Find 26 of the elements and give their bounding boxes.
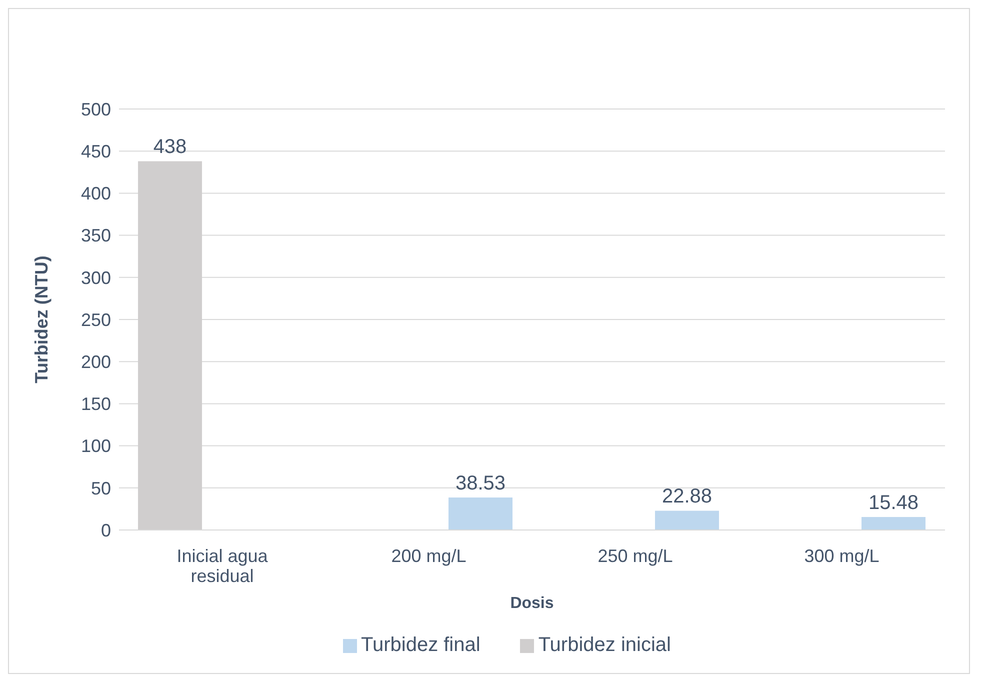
y-tick-label: 350 (80, 226, 111, 246)
y-tick-label: 400 (80, 184, 111, 204)
y-tick-label: 150 (80, 394, 111, 414)
x-tick-label: 300 mg/L (804, 546, 880, 566)
data-label: 22.88 (662, 486, 712, 508)
x-tick-label: 200 mg/L (391, 546, 466, 566)
bar (655, 510, 719, 530)
data-label: 438 (153, 136, 187, 158)
x-axis-title: Dosis (510, 595, 554, 612)
y-axis-title: Turbidez (NTU) (31, 256, 52, 384)
y-tick-label: 100 (80, 436, 111, 456)
y-tick-label: 500 (80, 99, 111, 120)
data-label: 15.48 (868, 492, 919, 514)
x-tick-label: Inicial agua residual (176, 546, 269, 586)
y-tick-label: 300 (80, 268, 111, 288)
y-tick-label: 450 (80, 141, 111, 162)
x-tick-label: 250 mg/L (598, 546, 673, 566)
bar (862, 516, 926, 530)
data-label: 38.53 (455, 472, 506, 495)
y-tick-label: 50 (90, 478, 111, 498)
y-tick-label: 250 (80, 310, 111, 330)
legend-label: Turbidez inicial (538, 634, 671, 656)
bar (448, 498, 512, 530)
y-tick-label: 0 (100, 520, 111, 540)
y-tick-label: 200 (80, 352, 111, 372)
legend-label: Turbidez final (361, 634, 480, 656)
